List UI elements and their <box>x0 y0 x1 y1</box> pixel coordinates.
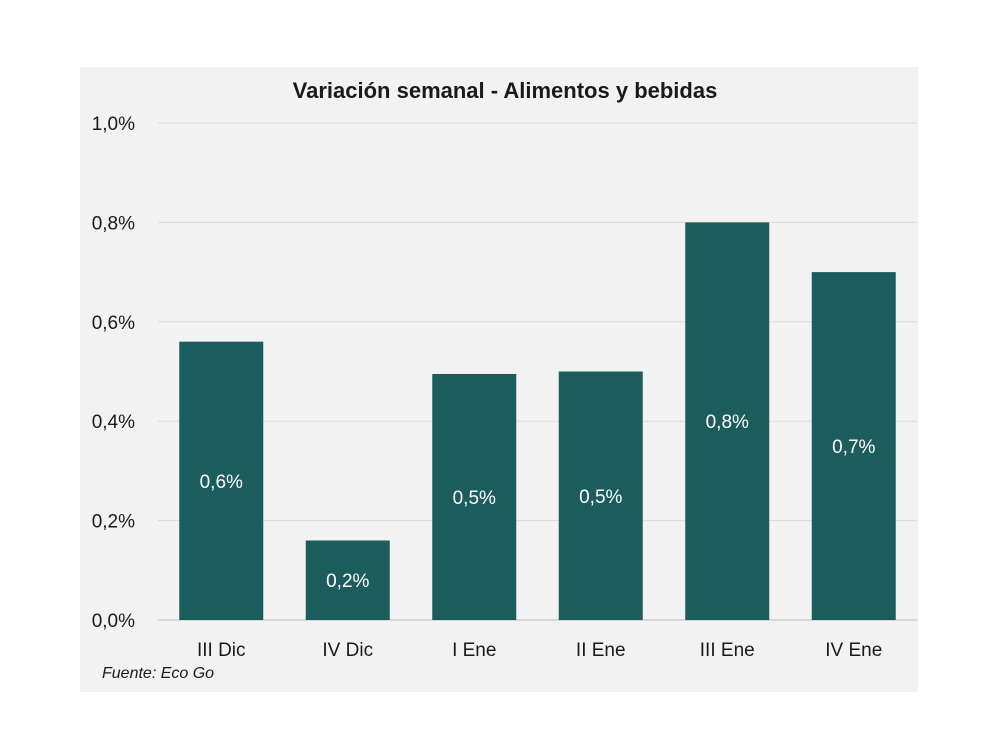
bar-data-label: 0,6% <box>200 472 243 493</box>
bars: 0,6% 0,2% 0,5% 0,5% 0,8% 0,7% <box>179 222 896 620</box>
x-category-label: IV Dic <box>322 640 373 661</box>
y-tick-label: 0,0% <box>92 611 135 632</box>
bar <box>558 371 643 620</box>
x-category-label: II Ene <box>576 640 626 661</box>
chart-panel: Variación semanal - Alimentos y bebidas … <box>80 67 918 692</box>
x-category-label: I Ene <box>452 640 496 661</box>
y-tick-label: 0,2% <box>92 512 135 533</box>
bar-chart: Variación semanal - Alimentos y bebidas … <box>92 78 917 682</box>
bar-data-label: 0,8% <box>706 412 749 433</box>
y-axis-ticks: 0,0% 0,2% 0,4% 0,6% 0,8% 1,0% <box>92 114 135 632</box>
bar <box>811 272 896 620</box>
x-category-label: IV Ene <box>825 640 882 661</box>
y-tick-label: 0,6% <box>92 313 135 334</box>
chart-title: Variación semanal - Alimentos y bebidas <box>293 78 718 103</box>
y-tick-label: 0,4% <box>92 412 135 433</box>
x-axis-categories: III Dic IV Dic I Ene II Ene III Ene IV Ene <box>197 640 882 661</box>
bar-data-label: 0,2% <box>326 571 369 592</box>
bar <box>685 222 770 620</box>
y-tick-label: 1,0% <box>92 114 135 135</box>
y-tick-label: 0,8% <box>92 213 135 234</box>
bar-data-label: 0,5% <box>453 488 496 509</box>
bar <box>179 341 264 620</box>
bar <box>432 373 517 620</box>
x-category-label: III Dic <box>197 640 246 661</box>
x-category-label: III Ene <box>700 640 755 661</box>
bar-data-label: 0,5% <box>579 487 622 508</box>
source-note: Fuente: Eco Go <box>102 665 214 682</box>
bar <box>305 540 390 620</box>
gridlines <box>158 122 917 621</box>
bar-data-label: 0,7% <box>832 437 875 458</box>
